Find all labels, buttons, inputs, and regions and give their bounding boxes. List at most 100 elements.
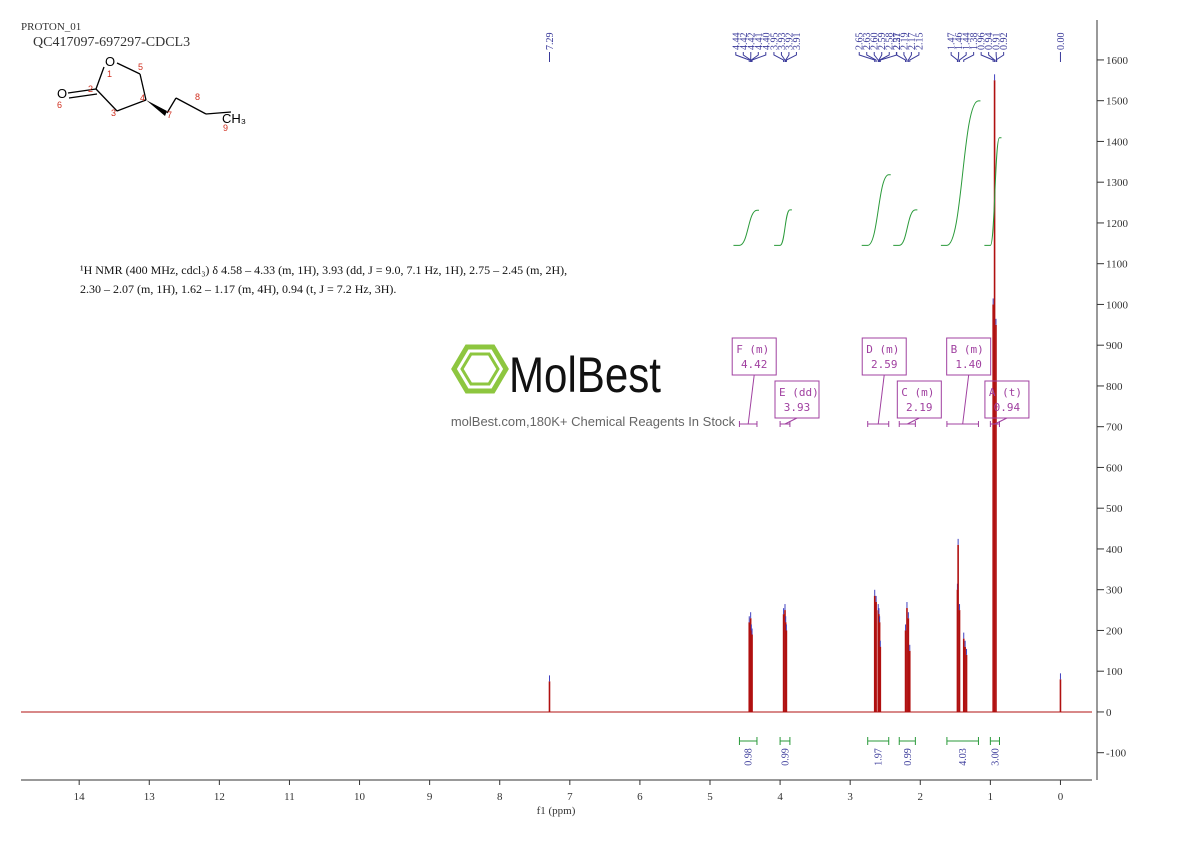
y-tick-label: 400 <box>1106 544 1123 556</box>
peak-label: 0.96 <box>977 33 988 51</box>
y-tick-label: 200 <box>1106 625 1123 637</box>
peak-label-connector <box>995 52 998 62</box>
integral-value: 4.03 <box>958 748 969 766</box>
peak-label: 3.92 <box>784 33 795 51</box>
multiplet-shift: 2.59 <box>871 358 898 371</box>
peak-label-connector <box>963 52 975 62</box>
atom-number: 3 <box>111 108 116 118</box>
peak-label-connector <box>878 52 883 62</box>
y-tick-label: 1400 <box>1106 136 1129 148</box>
x-tick-label: 1 <box>988 791 994 803</box>
peak-label-connector <box>858 52 876 62</box>
peak-label: 0.91 <box>992 33 1003 51</box>
peak-label-connector <box>909 52 920 62</box>
peak-label: 0.94 <box>984 33 995 51</box>
peak-label-connector <box>903 52 908 62</box>
peak-label: 7.29 <box>545 33 556 51</box>
nmr-description: ¹H NMR (400 MHz, cdcl₃) δ 4.58 – 4.33 (m… <box>80 263 567 277</box>
multiplet-name: B (m) <box>951 343 984 356</box>
peak-label-connector <box>750 52 759 62</box>
integral-curve <box>940 100 981 246</box>
y-tick-label: 500 <box>1106 503 1123 515</box>
x-tick-label: 9 <box>427 791 433 803</box>
integral-value: 0.98 <box>744 748 755 766</box>
x-tick-label: 8 <box>497 791 503 803</box>
x-tick-label: 5 <box>707 791 713 803</box>
atom-number: 2 <box>88 84 93 94</box>
multiplet-link <box>877 374 885 425</box>
integral-range <box>779 737 791 745</box>
peak-label: 0.00 <box>1056 33 1067 51</box>
y-tick-label: 0 <box>1106 707 1112 719</box>
peak-label-connector <box>866 52 877 62</box>
y-tick-label: 100 <box>1106 666 1123 678</box>
peak-label-connector <box>785 52 797 62</box>
peak-label: 4.40 <box>761 33 772 51</box>
atom-number: 1 <box>107 69 112 79</box>
peak-label-connector <box>785 52 790 62</box>
multiplet-shift: 3.93 <box>784 401 811 414</box>
watermark: MolBest molBest.com,180K+ Chemical Reage… <box>451 344 736 429</box>
integral-curve <box>861 174 891 246</box>
multiplet-range <box>738 421 758 427</box>
multiplet-range <box>946 421 979 427</box>
peak-label-connector <box>780 52 786 62</box>
multiplet-link <box>747 374 755 425</box>
peak-label: 2.63 <box>862 33 873 51</box>
atom-number: 7 <box>167 110 172 120</box>
peak-label: 1.44 <box>962 33 973 51</box>
atom-number: 6 <box>57 100 62 110</box>
peak-label-connector <box>873 52 879 62</box>
chart-title: PROTON_01 <box>21 21 81 33</box>
atom: O <box>105 54 115 69</box>
multiplet-name: F (m) <box>736 343 769 356</box>
atom-number: 5 <box>138 62 143 72</box>
multiplet-shift: 2.19 <box>906 401 933 414</box>
y-tick-label: 300 <box>1106 585 1123 597</box>
peak-label-connector <box>950 52 958 62</box>
bonds <box>67 62 232 115</box>
x-tick-label: 7 <box>567 791 573 803</box>
integral-value: 3.00 <box>990 748 1001 766</box>
peak-label: 2.57 <box>892 33 903 51</box>
peak-label: 4.42 <box>739 33 750 51</box>
logo <box>460 352 500 386</box>
x-tick-label: 6 <box>637 791 643 803</box>
wedge-bond <box>146 100 167 116</box>
integral-range <box>989 737 1000 745</box>
x-tick-label: 10 <box>354 791 366 803</box>
peak-label: 2.58 <box>885 33 896 51</box>
atom-number: 4 <box>140 93 145 103</box>
multiplet-shift: 4.42 <box>741 358 768 371</box>
peak-label: 1.46 <box>954 33 965 51</box>
atom-numbers: 1 2 3 4 5 6 7 8 9 <box>57 62 228 133</box>
peak-label-connector <box>773 52 785 62</box>
watermark-tagline: molBest.com,180K+ Chemical Reagents In S… <box>451 414 736 429</box>
x-tick-label: 13 <box>144 791 156 803</box>
y-tick-label: 1500 <box>1106 96 1129 108</box>
integral-curve <box>774 209 792 246</box>
y-tick-label: 700 <box>1106 422 1123 434</box>
integral-curve <box>733 209 759 246</box>
atom: O <box>57 86 67 101</box>
y-tick-label: 600 <box>1106 462 1123 474</box>
integral-curve <box>984 137 1002 246</box>
integral-curve <box>893 209 918 246</box>
peak-label: 4.42 <box>746 33 757 51</box>
peak-label-connector <box>957 52 960 62</box>
nmr-description: 2.30 – 2.07 (m, 1H), 1.62 – 1.17 (m, 4H)… <box>80 282 396 296</box>
molecule: O O CH₃ 1 2 3 4 5 6 7 8 9 <box>57 54 246 133</box>
atom-number: 9 <box>223 123 228 133</box>
y-tick-label: 1600 <box>1106 55 1129 67</box>
peak-label-connector <box>995 52 1005 62</box>
peak-label: 4.44 <box>731 33 742 51</box>
y-tick-label: 1100 <box>1106 259 1128 271</box>
integral-range <box>898 737 916 745</box>
x-axis-label: f1 (ppm) <box>537 805 576 817</box>
peak-label: 3.91 <box>792 33 803 51</box>
atom-number: 8 <box>195 92 200 102</box>
peak-label: 0.92 <box>999 33 1010 51</box>
peak-label: 3.93 <box>777 33 788 51</box>
integral-range <box>946 737 979 745</box>
y-tick-label: -100 <box>1106 748 1127 760</box>
